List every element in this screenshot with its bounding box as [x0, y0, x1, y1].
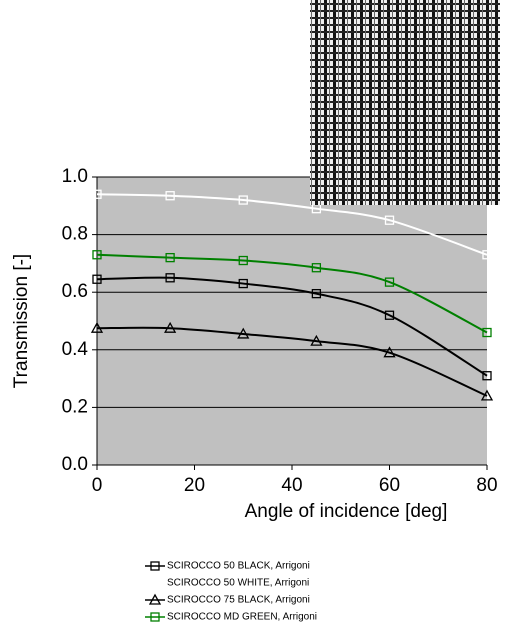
y-tick-label: 0.8	[62, 224, 88, 245]
marker	[238, 278, 248, 289]
marker	[150, 561, 160, 571]
y-axis-title: Transmission [-]	[11, 254, 32, 388]
x-tick-label: 80	[476, 475, 497, 496]
marker	[384, 215, 395, 225]
marker	[311, 288, 322, 299]
y-tick-label: 0.6	[62, 281, 88, 302]
marker	[150, 612, 160, 622]
marker	[165, 252, 175, 263]
marker	[90, 321, 104, 333]
x-tick-label: 0	[92, 475, 103, 496]
mesh-photo	[310, 0, 500, 205]
y-tick-label: 0.4	[62, 339, 89, 360]
marker	[164, 321, 177, 333]
marker	[92, 189, 102, 199]
marker	[311, 263, 322, 273]
plot-area	[97, 177, 487, 465]
marker	[482, 327, 492, 338]
marker	[165, 273, 175, 283]
marker	[384, 310, 395, 320]
series-line	[96, 326, 488, 397]
y-tick-label: 0.0	[62, 454, 88, 475]
x-tick-label: 40	[281, 475, 302, 496]
marker	[148, 593, 162, 605]
marker	[92, 250, 102, 260]
marker	[383, 346, 396, 358]
legend-label: SCIROCCO 50 BLACK, Arrigoni	[167, 561, 310, 572]
marker	[165, 191, 175, 201]
plot: 0.0 0.2 0.4 0.6 0.8 1.0 0 20 40 60 80	[62, 166, 498, 496]
legend-label: SCIROCCO MD GREEN, Arrigoni	[167, 612, 317, 623]
marker	[238, 195, 248, 205]
marker	[237, 327, 250, 339]
y-tick-label: 1.0	[62, 166, 88, 187]
marker	[482, 371, 492, 381]
legend-label: SCIROCCO 50 WHITE, Arrigoni	[167, 578, 309, 589]
marker	[92, 274, 102, 284]
marker	[238, 255, 248, 266]
x-tick-label: 60	[379, 475, 400, 496]
legend-label: SCIROCCO 75 BLACK, Arrigoni	[167, 595, 310, 606]
marker	[482, 250, 492, 260]
x-tick-label: 20	[184, 475, 205, 496]
marker	[150, 578, 160, 588]
legend: SCIROCCO 50 BLACK, Arrigoni SCIROCCO 50 W…	[145, 561, 317, 623]
marker	[384, 277, 395, 287]
x-axis-title: Angle of incidence [deg]	[245, 501, 448, 522]
marker	[310, 334, 323, 346]
marker	[480, 389, 494, 401]
y-tick-label: 0.2	[62, 396, 88, 417]
